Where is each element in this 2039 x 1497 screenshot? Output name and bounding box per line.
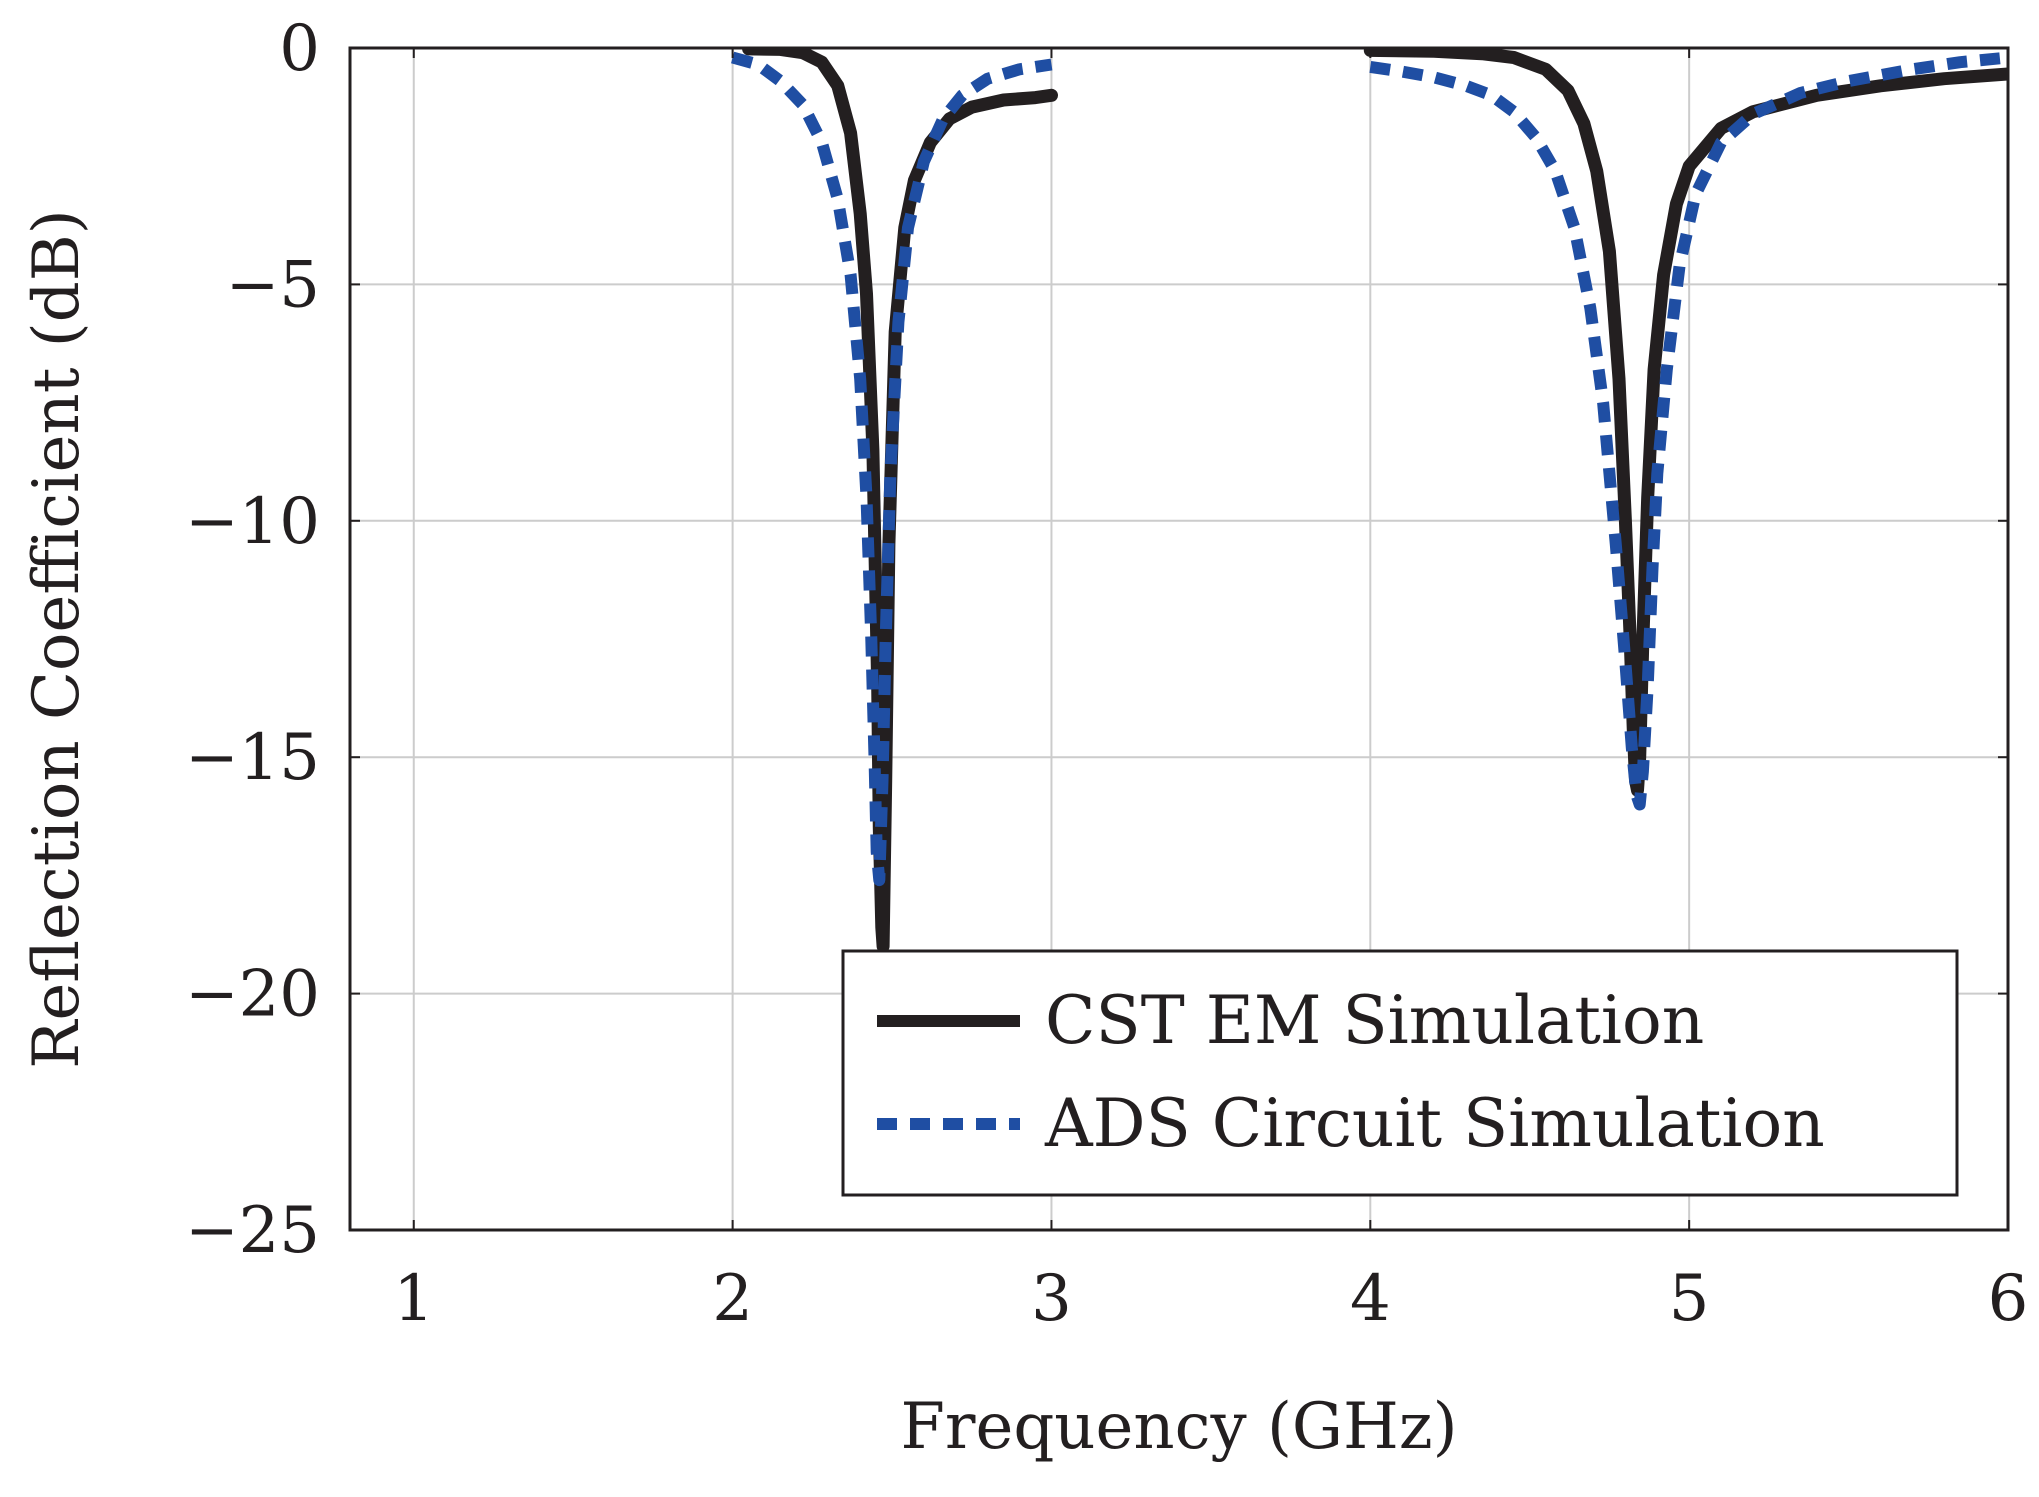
- series-line: [1369, 51, 2008, 811]
- x-tick-label: 2: [712, 1262, 753, 1336]
- x-axis-label: Frequency (GHz): [900, 1390, 1457, 1464]
- x-tick-label: 1: [393, 1262, 434, 1336]
- series-line: [1363, 48, 2008, 797]
- y-tick-label: −20: [185, 958, 320, 1032]
- series-line: [742, 48, 1058, 953]
- legend: CST EM Simulation ADS Circuit Simulation: [841, 949, 1959, 1197]
- y-tick-label: −5: [226, 248, 320, 322]
- legend-label-ads: ADS Circuit Simulation: [1044, 1085, 1825, 1162]
- x-tick-label: 3: [1031, 1262, 1072, 1336]
- legend-label-cst: CST EM Simulation: [1045, 982, 1704, 1059]
- y-tick-label: −15: [185, 721, 320, 795]
- y-tick-label: 0: [279, 12, 320, 86]
- x-tick-label: 4: [1350, 1262, 1391, 1336]
- y-tick-label: −10: [185, 485, 320, 559]
- legend-box: [841, 949, 1959, 1197]
- plot-area: [731, 48, 2008, 953]
- x-tick-label: 5: [1669, 1262, 1710, 1336]
- y-axis-label: Reflection Coefficient (dB): [20, 209, 94, 1068]
- y-axis: 0 −5 −10 −15 −20 −25: [185, 12, 2008, 1268]
- x-axis: 1 2 3 4 5 6: [393, 48, 2028, 1336]
- series-cst-em-simulation: [742, 48, 2008, 953]
- axes-frame: [348, 46, 2010, 1232]
- x-tick-label: 6: [1988, 1262, 2029, 1336]
- y-tick-label: −25: [185, 1194, 320, 1268]
- series-ads-circuit-simulation: [731, 51, 2008, 887]
